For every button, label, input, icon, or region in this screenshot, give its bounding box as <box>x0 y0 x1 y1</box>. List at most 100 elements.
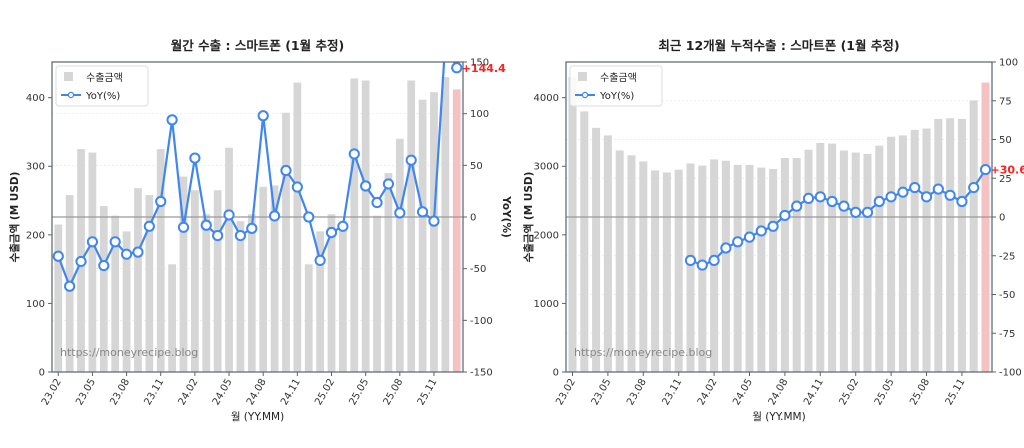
x-tick-label: 23.11 <box>660 377 684 407</box>
bar <box>898 135 907 372</box>
x-tick-label: 23.02 <box>554 377 578 407</box>
yoy-marker <box>234 230 247 242</box>
chart-title: 최근 12개월 누적수출 : 스마트폰 (1월 추정) <box>658 38 899 53</box>
y2-tick-label: 150 <box>470 58 489 69</box>
x-tick-label: 23.08 <box>108 377 132 407</box>
yoy-marker <box>394 207 406 219</box>
bar <box>934 118 943 372</box>
y-tick-label: 3000 <box>534 162 559 173</box>
y2-tick-label: 50 <box>999 135 1012 146</box>
yoy-line-series <box>684 163 992 271</box>
y2-tick-label: 100 <box>999 58 1018 69</box>
yoy-marker <box>767 220 779 232</box>
bar <box>887 136 896 372</box>
yoy-marker <box>120 248 133 260</box>
bar <box>580 111 589 372</box>
y2-tick-label: 0 <box>999 213 1005 224</box>
yoy-marker <box>743 231 756 243</box>
yoy-marker <box>303 211 315 223</box>
yoy-marker <box>932 183 944 195</box>
legend: 수출금액 YoY(%) <box>569 65 663 107</box>
x-tick-label: 23.05 <box>590 377 614 407</box>
y2-tick-label: -75 <box>999 329 1015 340</box>
yoy-marker <box>337 220 349 232</box>
yoy-marker <box>166 114 178 126</box>
yoy-marker <box>441 37 450 46</box>
y2-tick-label: -150 <box>470 368 493 379</box>
y-tick-label: 0 <box>553 368 559 379</box>
yoy-marker <box>177 221 190 233</box>
x-tick-label: 25.02 <box>837 377 861 407</box>
bar <box>863 153 872 372</box>
yoy-marker <box>979 163 992 176</box>
yoy-marker <box>405 154 417 166</box>
bar <box>721 160 730 372</box>
yoy-marker <box>944 189 956 201</box>
x-tick-label: 25.05 <box>347 377 371 407</box>
bar-series <box>54 77 461 372</box>
yoy-marker <box>200 219 212 231</box>
yoy-marker <box>268 210 281 222</box>
x-tick-label: 24.05 <box>211 377 235 407</box>
yoy-marker <box>382 178 395 190</box>
bar <box>957 118 966 372</box>
yoy-marker <box>143 220 155 232</box>
bar <box>674 169 683 372</box>
bar <box>969 100 978 372</box>
x-tick-label: 24.08 <box>767 377 791 407</box>
bar <box>99 206 108 372</box>
y2-tick-label: -50 <box>470 264 486 275</box>
bar <box>373 215 381 372</box>
yoy-marker <box>850 206 862 218</box>
bar <box>54 224 63 372</box>
yoy-marker <box>791 200 803 212</box>
yoy-marker <box>132 246 144 258</box>
bar <box>316 231 324 372</box>
y-tick-label: 400 <box>26 93 45 104</box>
bar <box>361 80 370 372</box>
bar <box>293 82 302 372</box>
x-tick-label: 24.11 <box>802 377 826 407</box>
bar <box>327 214 336 372</box>
yoy-marker <box>909 181 921 194</box>
chart-title: 월간 수출 : 스마트폰 (1월 추정) <box>171 38 344 53</box>
bar <box>733 164 742 372</box>
yoy-annotation: +30.6 <box>991 164 1024 177</box>
x-tick-label: 25.11 <box>416 377 440 407</box>
y2-axis-label: YoY(%) <box>500 195 512 238</box>
yoy-marker <box>755 225 767 237</box>
yoy-marker <box>885 191 897 203</box>
x-tick-label: 23.11 <box>142 377 166 407</box>
bar <box>922 128 931 372</box>
yoy-marker <box>416 206 429 218</box>
bar <box>651 170 660 372</box>
bar <box>816 142 825 372</box>
monthly-export-chart: 월간 수출 : 스마트폰 (1월 추정) +144.4 0 100 200 300 400 -… <box>8 37 512 423</box>
yoy-marker <box>52 250 64 262</box>
bar <box>946 118 955 372</box>
bar <box>145 195 154 372</box>
yoy-marker <box>732 236 744 248</box>
bar <box>769 168 778 372</box>
x-tick-label: 24.11 <box>279 377 303 407</box>
yoy-marker <box>155 195 167 208</box>
x-tick-label: 24.08 <box>245 377 269 407</box>
legend-marker-icon <box>581 91 589 99</box>
y-tick-label: 100 <box>26 299 45 310</box>
bar <box>418 99 427 372</box>
yoy-marker <box>86 236 99 248</box>
bar <box>270 185 279 372</box>
bar <box>168 264 176 372</box>
yoy-marker <box>64 280 76 292</box>
yoy-marker <box>920 191 933 203</box>
yoy-marker <box>280 164 292 177</box>
x-tick-label: 24.05 <box>731 377 755 407</box>
yoy-marker <box>779 209 791 222</box>
yoy-marker <box>451 62 463 74</box>
bar <box>350 78 359 372</box>
yoy-marker <box>75 255 87 268</box>
yoy-marker <box>291 181 303 193</box>
bar <box>686 163 695 372</box>
y-tick-label: 1000 <box>534 299 559 310</box>
y2-tick-label: -100 <box>470 316 493 327</box>
